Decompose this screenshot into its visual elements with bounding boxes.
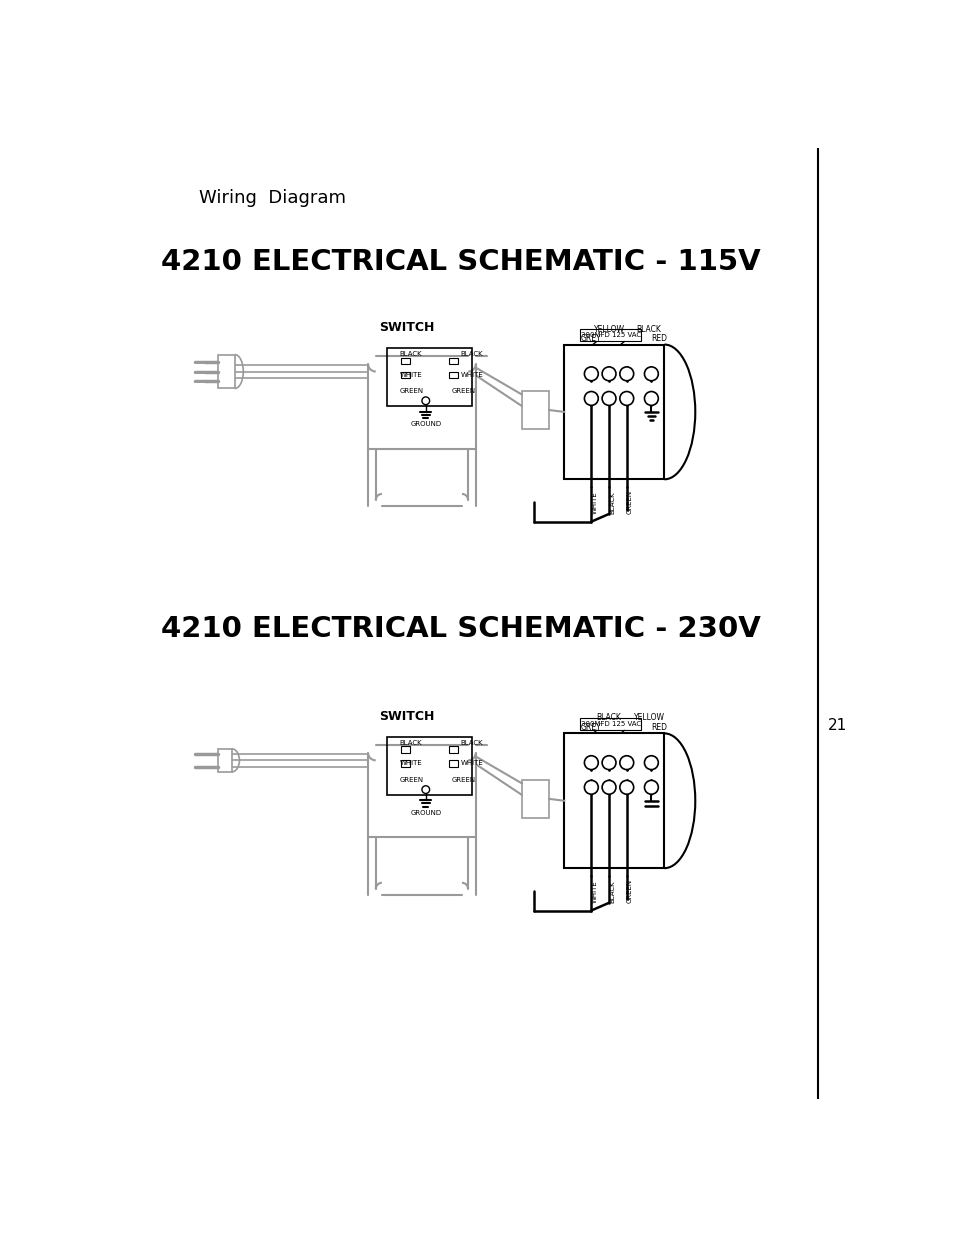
Text: BLACK: BLACK	[460, 351, 482, 357]
Circle shape	[619, 391, 633, 405]
Text: BLACK: BLACK	[596, 714, 620, 722]
Text: GREEN: GREEN	[399, 777, 423, 783]
Text: BLACK: BLACK	[399, 740, 422, 746]
Bar	[387, 348, 472, 406]
Circle shape	[619, 367, 633, 380]
Bar	[521, 779, 548, 818]
Text: GREEN: GREEN	[451, 777, 475, 783]
Bar	[217, 354, 234, 389]
Bar	[400, 746, 410, 752]
Circle shape	[584, 391, 598, 405]
Bar	[521, 390, 548, 430]
Text: WHITE: WHITE	[399, 761, 422, 767]
Bar	[449, 358, 457, 364]
Circle shape	[584, 756, 598, 769]
Bar	[217, 748, 232, 772]
Text: WHITE: WHITE	[591, 492, 597, 514]
Text: YELLOW: YELLOW	[633, 714, 664, 722]
Circle shape	[601, 756, 616, 769]
Bar	[449, 372, 457, 378]
Text: GREY: GREY	[580, 333, 601, 343]
Circle shape	[644, 367, 658, 380]
Text: WHITE: WHITE	[399, 372, 422, 378]
Circle shape	[601, 781, 616, 794]
Text: YELLOW: YELLOW	[593, 325, 624, 333]
Bar	[400, 372, 410, 378]
Text: 300MFD 125 VAC: 300MFD 125 VAC	[580, 332, 640, 338]
Circle shape	[644, 391, 658, 405]
Text: 4210 ELECTRICAL SCHEMATIC - 115V: 4210 ELECTRICAL SCHEMATIC - 115V	[160, 248, 760, 277]
Text: GROUND: GROUND	[410, 421, 441, 427]
Text: WHITE: WHITE	[460, 761, 482, 767]
Circle shape	[644, 756, 658, 769]
Text: BLACK: BLACK	[460, 740, 482, 746]
Circle shape	[619, 781, 633, 794]
Circle shape	[601, 367, 616, 380]
Circle shape	[584, 781, 598, 794]
Text: 21: 21	[827, 719, 846, 734]
Circle shape	[619, 756, 633, 769]
Text: WHITE: WHITE	[591, 879, 597, 903]
Circle shape	[601, 391, 616, 405]
Text: GREEN: GREEN	[399, 388, 423, 394]
Bar	[579, 330, 640, 341]
Text: BLACK: BLACK	[636, 325, 660, 333]
Text: SWITCH: SWITCH	[378, 321, 434, 335]
Circle shape	[421, 785, 429, 793]
Text: GREY: GREY	[580, 722, 601, 732]
Bar	[400, 761, 410, 767]
Text: RED: RED	[650, 722, 666, 732]
Bar	[449, 746, 457, 752]
Bar	[564, 345, 664, 479]
Text: GREEN: GREEN	[451, 388, 475, 394]
Text: BLACK: BLACK	[608, 879, 615, 903]
Bar	[449, 761, 457, 767]
Text: BLACK: BLACK	[399, 351, 422, 357]
Text: 300MFD 125 VAC: 300MFD 125 VAC	[580, 721, 640, 727]
Text: WHITE: WHITE	[460, 372, 482, 378]
Circle shape	[644, 781, 658, 794]
Text: SWITCH: SWITCH	[378, 710, 434, 724]
Text: BLACK: BLACK	[608, 492, 615, 514]
Bar	[564, 734, 664, 868]
Circle shape	[584, 367, 598, 380]
Text: GREEN: GREEN	[626, 879, 632, 903]
Text: 4210 ELECTRICAL SCHEMATIC - 230V: 4210 ELECTRICAL SCHEMATIC - 230V	[160, 615, 760, 643]
Bar	[400, 358, 410, 364]
Bar	[579, 718, 640, 730]
Text: GROUND: GROUND	[410, 810, 441, 815]
Bar	[387, 737, 472, 795]
Text: Wiring  Diagram: Wiring Diagram	[198, 189, 345, 207]
Text: GREEN: GREEN	[626, 490, 632, 515]
Text: RED: RED	[650, 333, 666, 343]
Circle shape	[421, 396, 429, 405]
